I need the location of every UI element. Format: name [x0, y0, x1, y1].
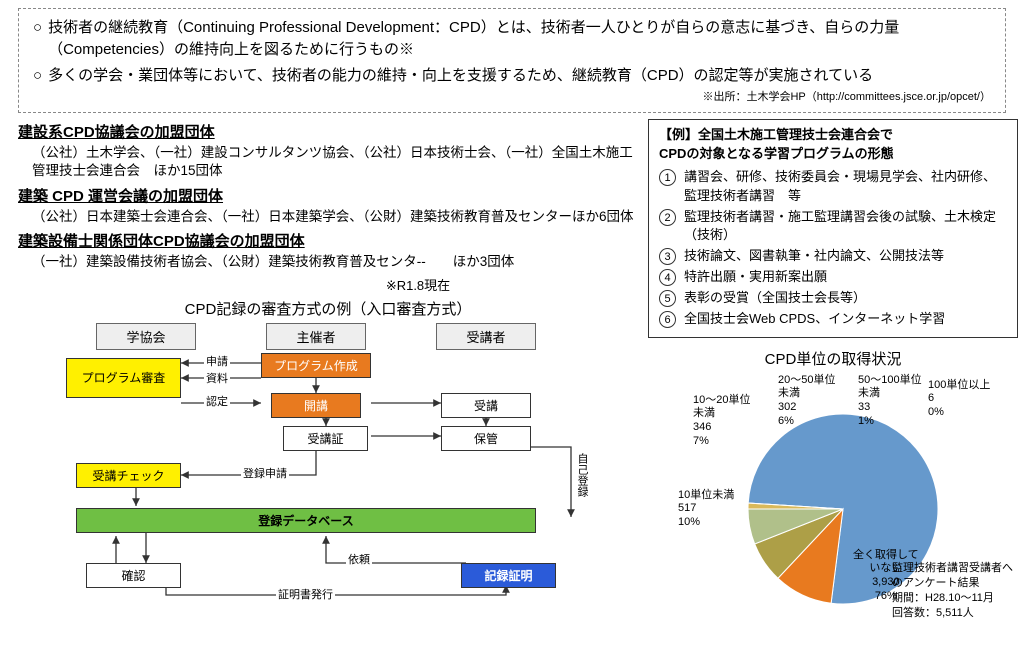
- intro-box: ○ 技術者の継続教育（Continuing Professional Devel…: [18, 8, 1006, 113]
- example-item-text: 監理技術者講習・施工監理講習会後の試験、土木検定（技術）: [684, 208, 1007, 246]
- pie-slice-label: 50～100単位未満331%: [858, 374, 922, 429]
- affil-3-body: （一社）建築設備技術者協会、（公財）建築技術教育普及センタ-- ほか3団体: [32, 253, 638, 271]
- circled-number-icon: 3: [659, 248, 676, 265]
- example-item: 5 表彰の受賞（全国技士会長等）: [659, 289, 1007, 308]
- flow-label: 証明書発行: [276, 586, 335, 602]
- flow-db: 登録データベース: [76, 508, 536, 533]
- flow-rec-proof: 記録証明: [461, 563, 556, 588]
- example-item-text: 技術論文、図書執筆・社内論文、公開技法等: [684, 247, 944, 266]
- example-title-2: CPDの対象となる学習プログラムの形態: [659, 146, 894, 161]
- intro-line-2: ○ 多くの学会・業団体等において、技術者の能力の維持・向上を支援するため、継続教…: [33, 65, 991, 87]
- intro-text-1: 技術者の継続教育（Continuing Professional Develop…: [48, 17, 991, 61]
- pie-slice-label: 20～50単位未満3026%: [778, 374, 835, 429]
- flowchart-title: CPD記録の審査方式の例（入口審査方式）: [18, 298, 638, 319]
- flow-label: 認定: [204, 393, 230, 409]
- pie-slice-label: 10単位未満51710%: [678, 489, 734, 530]
- flow-label: 自己登録: [574, 453, 590, 497]
- intro-text-2: 多くの学会・業団体等において、技術者の能力の維持・向上を支援するため、継続教育（…: [48, 65, 873, 87]
- bullet-icon: ○: [33, 65, 42, 87]
- example-item-text: 表彰の受賞（全国技士会長等）: [684, 289, 866, 308]
- right-column: 【例】全国土木施工管理技士会連合会で CPDの対象となる学習プログラムの形態 1…: [638, 119, 1018, 628]
- circled-number-icon: 2: [659, 209, 676, 226]
- pie-chart: 全く取得していない3,93076%10単位未満51710%10～20単位未満34…: [648, 369, 1018, 629]
- affil-1-head: 建設系CPD協議会の加盟団体: [18, 121, 638, 142]
- example-item: 4 特許出願・実用新案出願: [659, 268, 1007, 287]
- circled-number-icon: 5: [659, 290, 676, 307]
- flowchart: 学協会 主催者 受講者: [46, 323, 606, 603]
- circled-number-icon: 6: [659, 311, 676, 328]
- asof: ※R1.8現在: [198, 275, 638, 294]
- flow-attend-check: 受講チェック: [76, 463, 181, 488]
- example-item-text: 講習会、研修、技術委員会・現場見学会、社内研修、監理技術者講習 等: [684, 168, 1007, 206]
- example-item: 2 監理技術者講習・施工監理講習会後の試験、土木検定（技術）: [659, 208, 1007, 246]
- pie-note: 監理技術者講習受講者へのアンケート結果期間：H28.10～11月回答数：5,51…: [892, 561, 1020, 620]
- example-title-1: 【例】全国土木施工管理技士会連合会で: [659, 127, 893, 142]
- example-box: 【例】全国土木施工管理技士会連合会で CPDの対象となる学習プログラムの形態 1…: [648, 119, 1018, 337]
- flow-store: 保管: [441, 426, 531, 451]
- affil-2-head: 建築 CPD 運営会議の加盟団体: [18, 185, 638, 206]
- flow-label: 資料: [204, 370, 230, 386]
- example-item: 6 全国技士会Web CPDS、インターネット学習: [659, 310, 1007, 329]
- flow-label: 登録申請: [241, 465, 289, 481]
- pie-slice-label: 10～20単位未満3467%: [693, 394, 750, 449]
- bullet-icon: ○: [33, 17, 42, 61]
- intro-line-1: ○ 技術者の継続教育（Continuing Professional Devel…: [33, 17, 991, 61]
- example-item-text: 特許出願・実用新案出願: [684, 268, 827, 287]
- flow-prog-create: プログラム作成: [261, 353, 371, 378]
- pie-slice-label: 100単位以上60%: [928, 379, 990, 420]
- flow-cert: 受講証: [283, 426, 368, 451]
- example-item: 3 技術論文、図書執筆・社内論文、公開技法等: [659, 247, 1007, 266]
- flow-label: 申請: [204, 353, 230, 369]
- circled-number-icon: 4: [659, 269, 676, 286]
- example-item: 1 講習会、研修、技術委員会・現場見学会、社内研修、監理技術者講習 等: [659, 168, 1007, 206]
- circled-number-icon: 1: [659, 169, 676, 186]
- intro-source: ※出所：土木学会HP（http://committees.jsce.or.jp/…: [33, 88, 991, 104]
- affil-3-head: 建築設備士関係団体CPD協議会の加盟団体: [18, 230, 638, 251]
- flow-attend: 受講: [441, 393, 531, 418]
- flow-label: 依頼: [346, 551, 372, 567]
- pie-title: CPD単位の取得状況: [648, 348, 1018, 369]
- example-item-text: 全国技士会Web CPDS、インターネット学習: [684, 310, 945, 329]
- affil-1-body: （公社）土木学会、（一社）建設コンサルタンツ協会、（公社）日本技術士会、（一社）…: [32, 144, 638, 180]
- left-column: 建設系CPD協議会の加盟団体 （公社）土木学会、（一社）建設コンサルタンツ協会、…: [18, 119, 638, 628]
- affil-2-body: （公社）日本建築士会連合会、（一社）日本建築学会、（公財）建築技術教育普及センタ…: [32, 208, 638, 226]
- flow-confirm: 確認: [86, 563, 181, 588]
- flow-prog-review: プログラム審査: [66, 358, 181, 398]
- flow-open: 開講: [271, 393, 361, 418]
